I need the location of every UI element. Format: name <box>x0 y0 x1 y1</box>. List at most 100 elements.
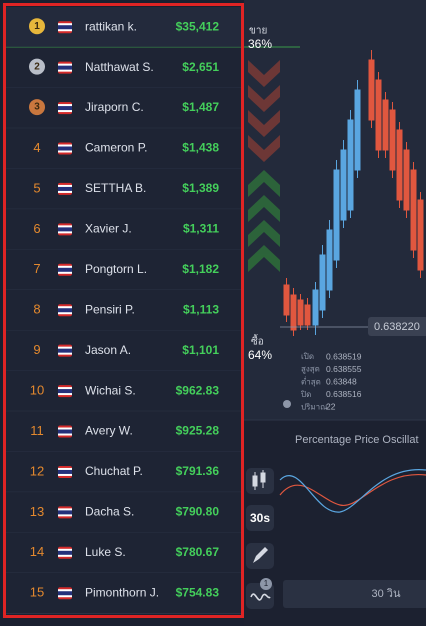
info-value: 0.63848 <box>326 376 357 386</box>
player-name: Jason A. <box>85 343 131 357</box>
profit: $1,101 <box>182 343 219 357</box>
profit: $1,389 <box>182 181 219 195</box>
player-name: Pongtorn L. <box>85 262 147 276</box>
profit: $1,182 <box>182 262 219 276</box>
rank: 6 <box>33 221 40 236</box>
flag <box>58 591 72 596</box>
oscillator-line <box>279 474 426 506</box>
profit: $925.28 <box>176 424 220 438</box>
player-name: SETTHA B. <box>85 181 146 195</box>
profit: $1,113 <box>183 302 219 316</box>
flag <box>58 106 72 111</box>
indicator-title: Percentage Price Oscillat <box>295 434 419 446</box>
sell-percent: 36% <box>248 37 272 51</box>
sell-label: ขาย <box>249 26 267 37</box>
rank: 4 <box>33 140 40 155</box>
flag <box>58 550 72 555</box>
candle-icon <box>252 470 266 490</box>
flag <box>58 267 72 272</box>
pen-icon <box>253 547 268 563</box>
rank: 12 <box>30 463 44 478</box>
rank: 5 <box>33 180 40 195</box>
signal-line <box>279 469 426 513</box>
profit: $2,651 <box>182 60 219 74</box>
profit: $1,311 <box>183 222 219 236</box>
help-icon[interactable] <box>283 400 291 408</box>
player-name: Pimonthorn J. <box>85 585 159 599</box>
rank: 13 <box>30 504 44 519</box>
row[interactable] <box>6 290 242 331</box>
profit: $790.80 <box>176 505 220 519</box>
flag <box>58 510 72 515</box>
profit: $791.36 <box>176 464 220 478</box>
profit: $1,487 <box>182 100 219 114</box>
player-name: rattikan k. <box>85 19 137 33</box>
rank: 11 <box>30 423 44 438</box>
flag <box>58 227 72 232</box>
flag <box>58 146 72 151</box>
duration-box[interactable] <box>283 580 426 608</box>
rank: 7 <box>33 261 40 276</box>
row[interactable] <box>6 370 242 412</box>
flag <box>58 389 72 394</box>
info-label: เปิด <box>301 352 314 361</box>
row[interactable] <box>6 492 242 533</box>
row[interactable] <box>6 168 242 210</box>
row[interactable] <box>6 7 242 48</box>
expiry: 30s <box>250 511 270 525</box>
info-value: 22 <box>326 402 336 412</box>
rank: 1 <box>34 21 40 32</box>
rank: 14 <box>30 544 44 559</box>
medal <box>29 18 45 35</box>
row[interactable] <box>6 573 242 614</box>
indicator-count: 1 <box>264 579 269 588</box>
medal <box>29 58 45 75</box>
rank: 15 <box>30 585 44 600</box>
row[interactable] <box>6 128 242 169</box>
flag <box>58 186 72 191</box>
row[interactable] <box>6 532 242 574</box>
medal <box>29 99 45 116</box>
profit: $1,438 <box>182 141 219 155</box>
buy-label: ซื้อ <box>251 334 264 348</box>
player-name: Dacha S. <box>85 505 134 519</box>
profit: $780.67 <box>176 545 220 559</box>
flag <box>58 308 72 313</box>
duration: 30 วิน <box>372 588 401 600</box>
row[interactable] <box>6 209 242 250</box>
sell-zone <box>248 60 280 162</box>
flag <box>58 65 72 70</box>
info-label: ปริมาณ <box>301 403 328 412</box>
row[interactable] <box>6 451 242 493</box>
buy-percent: 64% <box>248 348 272 362</box>
player-name: Avery W. <box>85 424 133 438</box>
player-name: Cameron P. <box>85 141 147 155</box>
profit: $754.83 <box>176 585 220 599</box>
candles <box>283 50 424 336</box>
player-name: Pensiri P. <box>85 302 135 316</box>
row[interactable] <box>6 47 242 88</box>
row[interactable] <box>6 249 242 291</box>
flag <box>58 429 72 434</box>
rank: 10 <box>30 383 44 398</box>
info-label: ต่ำสุด <box>301 375 321 386</box>
current-price: 0.638220 <box>374 321 420 333</box>
buy-zone <box>248 170 280 272</box>
row[interactable] <box>6 411 242 452</box>
expiry-button[interactable] <box>246 505 274 531</box>
chart-type-button[interactable] <box>246 468 274 494</box>
player-name: Jiraporn C. <box>85 100 144 114</box>
flag <box>58 469 72 474</box>
highlight-border <box>3 3 244 618</box>
row[interactable] <box>6 87 242 129</box>
info-value: 0.638516 <box>326 389 362 399</box>
rank: 3 <box>34 102 40 113</box>
rank: 8 <box>33 302 40 317</box>
profit: $962.83 <box>176 383 220 397</box>
row[interactable] <box>6 330 242 371</box>
info-value: 0.638555 <box>326 364 362 374</box>
flag <box>58 25 72 30</box>
info-label: สูงสุด <box>301 365 320 375</box>
